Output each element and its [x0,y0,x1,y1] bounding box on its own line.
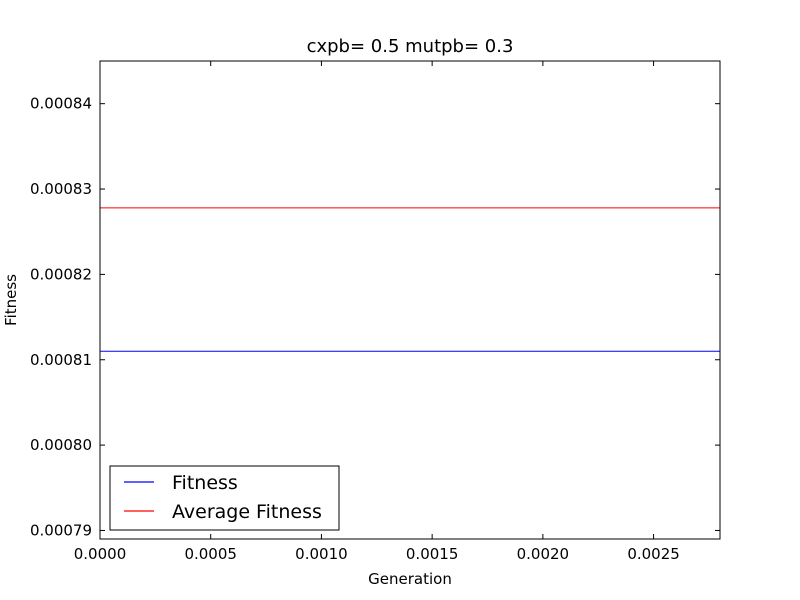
plot-frame [99,60,721,540]
x-axis-label: Generation [368,570,452,588]
y-tick-label: 0.00083 [30,180,92,198]
x-tick-label: 0.0020 [517,545,570,563]
x-tick-label: 0.0010 [295,545,348,563]
legend-label-1: Fitness [172,472,238,494]
plot-area: 0.0000 0.0005 0.0010 0.0015 0.0020 0.0025 0.00… [30,60,721,563]
y-tick-label: 0.00079 [30,521,92,539]
x-tick-label: 0.0025 [627,545,680,563]
y-tick-label: 0.00080 [30,436,92,454]
x-tick-label: 0.0005 [184,545,237,563]
y-tick-label: 0.00081 [30,351,92,369]
legend-label-2: Average Fitness [172,501,322,523]
legend: Fitness Average Fitness [109,465,340,531]
x-tick-label: 0.0000 [74,545,127,563]
y-tick-label: 0.00084 [30,95,92,113]
chart-title: cxpb= 0.5 mutpb= 0.3 [307,36,514,57]
legend-box [109,465,340,531]
y-axis-label: Fitness [2,274,20,326]
x-tick-label: 0.0015 [406,545,459,563]
y-tick-label: 0.00082 [30,265,92,283]
